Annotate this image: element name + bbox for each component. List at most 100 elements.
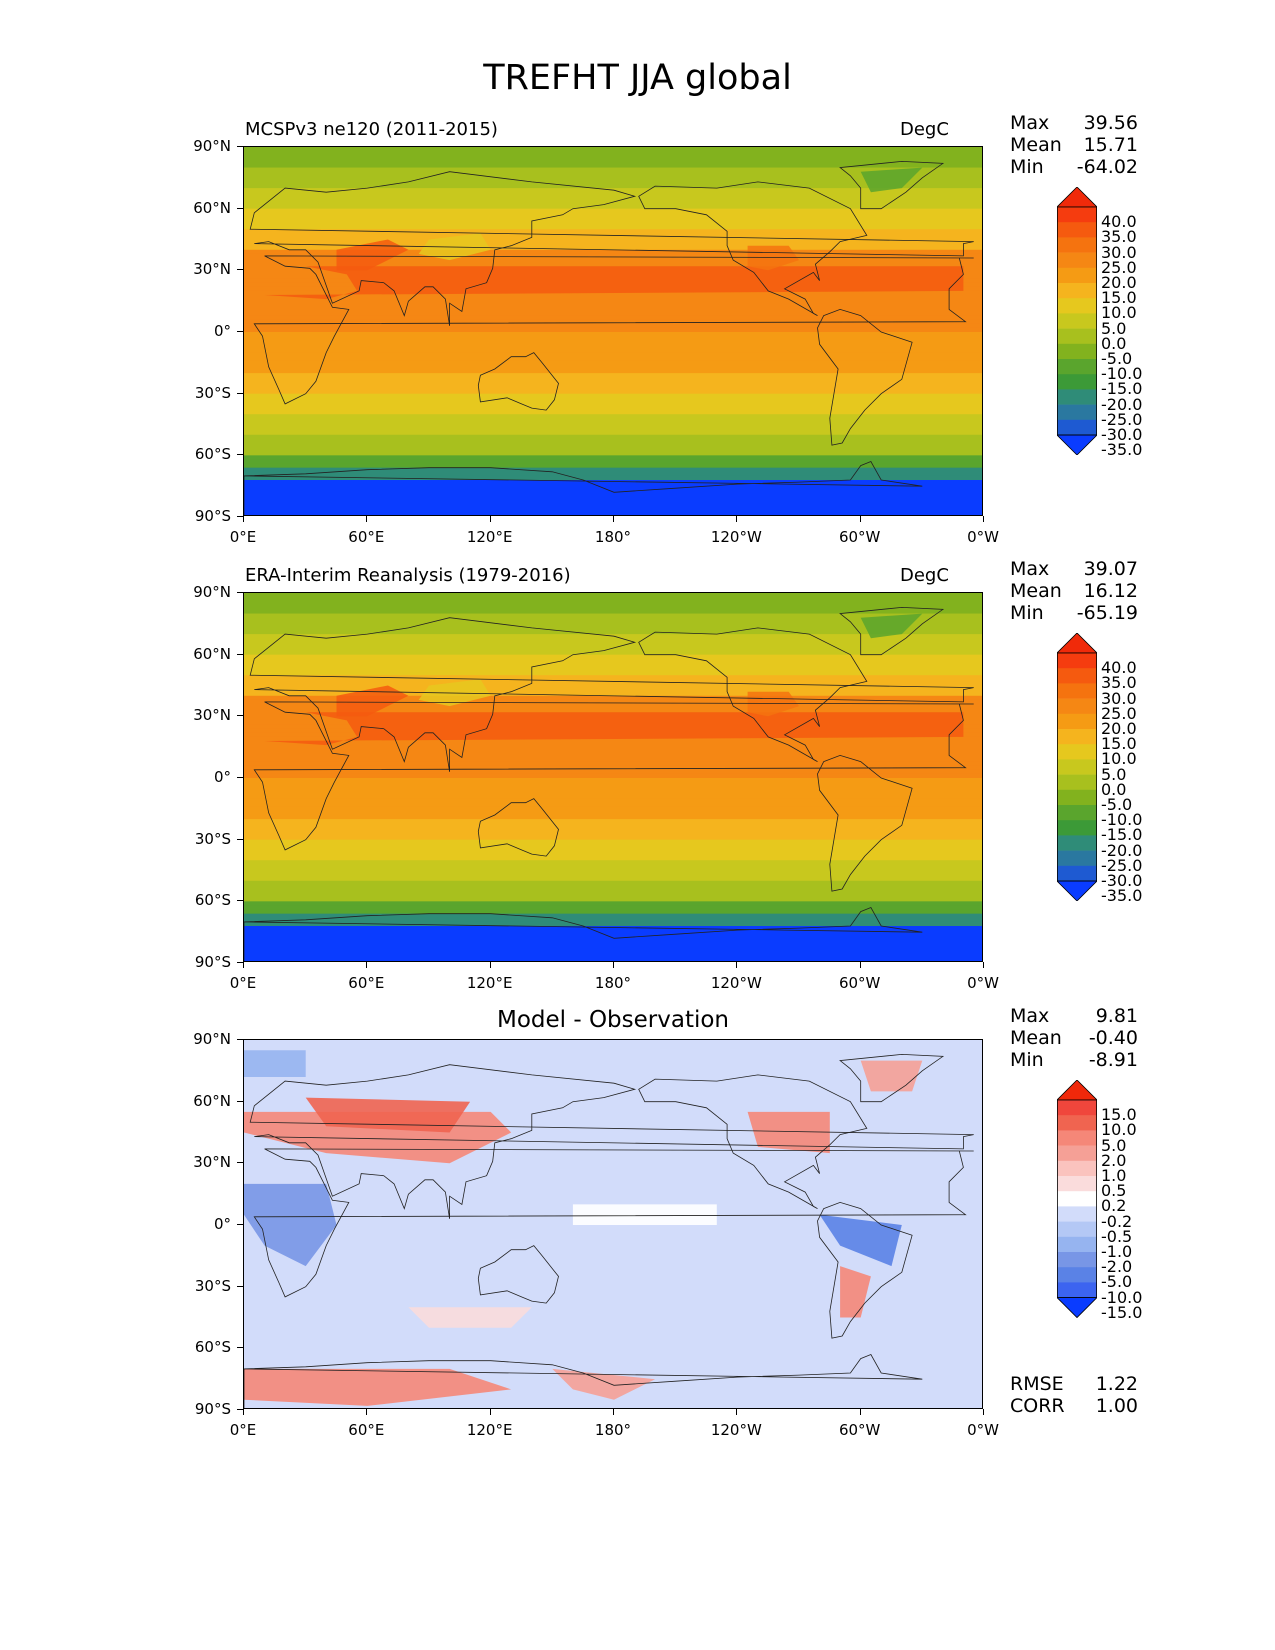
temperature-band: [244, 163, 982, 169]
temperature-band: [244, 151, 982, 156]
temperature-band: [244, 471, 982, 477]
temperature-band: [244, 369, 982, 374]
lon-tick-mark: [489, 516, 491, 522]
colorbar-tick-label: 0.0: [1101, 779, 1127, 799]
colorbar-tick-label: 5.0: [1101, 318, 1127, 338]
colorbar-segment: [1057, 252, 1097, 269]
colorbar-tick-label: -5.0: [1101, 1272, 1133, 1292]
colorbar-segment: [1057, 298, 1097, 314]
temperature-band: [244, 397, 982, 403]
lat-tick-mark: [237, 1039, 243, 1040]
temperature-band: [244, 827, 982, 833]
panel-3-metrics: RMSE 1.22 CORR 1.00: [1010, 1373, 1138, 1417]
temperature-band: [244, 621, 982, 627]
temperature-band: [244, 212, 982, 218]
temperature-band: [244, 344, 982, 350]
temperature-band: [244, 480, 982, 485]
colorbar-tick-label: 35.0: [1101, 227, 1137, 247]
temperature-band: [244, 782, 982, 787]
colorbar-segment: [1057, 374, 1097, 390]
temperature-band: [244, 736, 982, 742]
temperature-band: [244, 642, 982, 648]
temperature-band: [244, 364, 982, 370]
temperature-band: [244, 295, 982, 300]
colorbar-extend-bottom: [1057, 434, 1097, 455]
panel-1-colorbar: 40.0 35.0 30.0 25.0 20.0 15.0 10.0 5.0 0.0 -5.0 -1…: [1057, 187, 1142, 458]
colorbar-tick-label: -10.0: [1101, 810, 1143, 830]
lon-tick-mark: [859, 962, 861, 968]
colorbar-extend-bottom: [1057, 880, 1097, 901]
temperature-band: [244, 646, 982, 652]
temperature-band: [244, 303, 982, 308]
colorbar-tick-label: -10.0: [1101, 364, 1143, 384]
temperature-band: [244, 954, 982, 960]
temperature-band: [244, 934, 982, 939]
temperature-band: [244, 422, 982, 428]
colorbar-tick-label: 10.0: [1101, 1120, 1137, 1140]
temperature-band: [244, 216, 982, 222]
lat-tick-mark: [237, 269, 243, 271]
temperature-band: [244, 196, 982, 202]
colorbar-tick-label: -15.0: [1101, 825, 1143, 845]
coastline-samerica: [817, 308, 913, 446]
colorbar-tick-label: 30.0: [1101, 688, 1137, 708]
colorbar-extend-top: [1057, 633, 1097, 654]
temperature-band: [244, 393, 982, 399]
temperature-band: [244, 613, 982, 619]
lat-tick-label: 0°: [213, 768, 231, 786]
temperature-band: [244, 249, 982, 255]
temperature-band: [244, 426, 982, 432]
coastline-africa: [253, 1148, 974, 1298]
temperature-band: [244, 373, 982, 378]
colorbar-segment: [1057, 698, 1097, 715]
coastline-australia: [477, 798, 559, 857]
temperature-band: [244, 938, 982, 944]
lat-tick-label: 90°S: [194, 507, 231, 525]
temperature-band: [244, 946, 982, 952]
panel-3-title: Model - Observation: [496, 1007, 730, 1033]
temperature-band: [244, 930, 982, 935]
colorbar-tick-label: -35.0: [1101, 440, 1143, 460]
colorbar-segment: [1057, 328, 1097, 345]
colorbar-frame: [1057, 206, 1097, 436]
colorbar-segment: [1057, 283, 1097, 299]
temperature-band: [244, 638, 982, 643]
temperature-band: [244, 868, 982, 874]
lat-tick-mark: [237, 146, 243, 147]
temperature-band: [244, 872, 982, 878]
colorbar-segment: [1057, 1206, 1097, 1222]
colorbar-segment: [1057, 313, 1097, 329]
colorbar-tick-label: -15.0: [1101, 379, 1143, 399]
lat-tick-mark: [237, 1285, 243, 1287]
temperature-band: [244, 630, 982, 635]
temperature-band: [244, 761, 982, 767]
temperature-band: [244, 171, 982, 177]
temperature-band: [244, 467, 982, 473]
lon-tick-mark: [859, 516, 861, 522]
colorbar-tick-label: -15.0: [1101, 1302, 1143, 1322]
lon-tick-mark: [243, 516, 244, 522]
temperature-band: [244, 917, 982, 923]
temperature-band: [244, 253, 982, 259]
colorbar-tick-label: 30.0: [1101, 242, 1137, 262]
temperature-band: [244, 332, 982, 337]
lat-tick-label: 60°S: [194, 445, 231, 464]
colorbar-segment: [1057, 865, 1097, 882]
temperature-band: [244, 323, 982, 329]
difference-patch: [747, 1111, 830, 1154]
metric-row: RMSE 1.22: [1010, 1373, 1138, 1395]
colorbar-segment: [1057, 237, 1097, 253]
temperature-band: [244, 496, 982, 502]
colorbar-tick-label: -30.0: [1101, 871, 1143, 890]
colorbar-tick-label: 40.0: [1101, 658, 1137, 678]
coastline-antarctica: [244, 460, 923, 515]
temperature-band: [244, 745, 982, 750]
coastline-samerica: [817, 1201, 913, 1339]
lat-tick-mark: [237, 516, 243, 517]
lon-tick-mark: [736, 962, 738, 968]
colorbar-tick-label: 25.0: [1101, 703, 1137, 723]
lat-tick-label: 30°S: [194, 829, 231, 848]
temperature-band: [244, 876, 982, 882]
difference-patch: [408, 1307, 532, 1328]
panel-2-stats: Max 39.07 Mean 16.12 Min -65.19: [1010, 558, 1138, 624]
